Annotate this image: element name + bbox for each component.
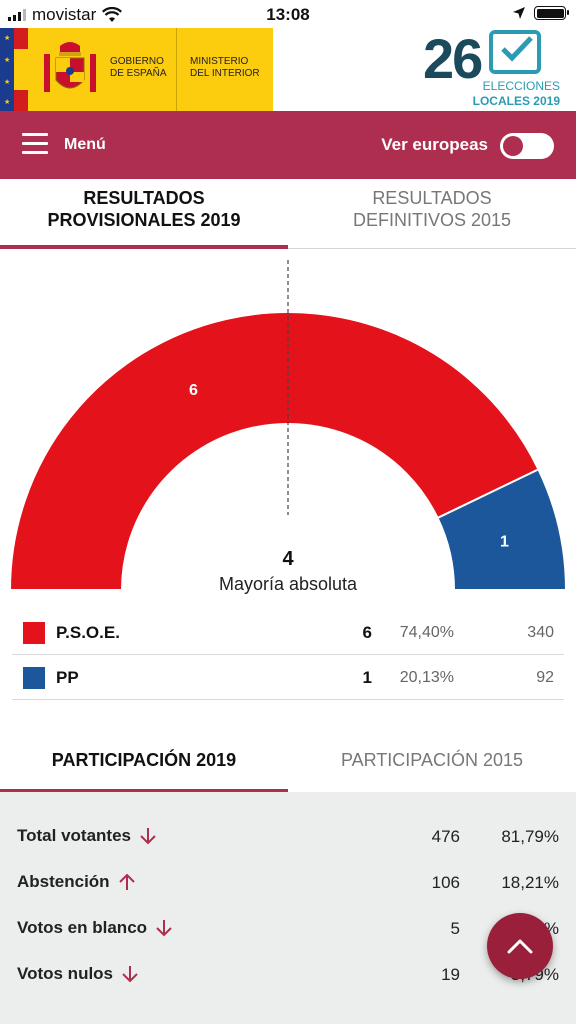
party-row-pp[interactable]: PP 1 20,13% 92	[12, 655, 564, 700]
government-text: GOBIERNO DE ESPAÑA	[110, 56, 167, 79]
participation-percent: 81,79%	[501, 827, 559, 846]
party-row-psoe[interactable]: P.S.O.E. 6 74,40% 340	[12, 610, 564, 655]
party-seats: 1	[362, 668, 372, 687]
eu-flag-icon: ★ ★ ★ ★	[0, 28, 14, 111]
arrow-up-icon	[118, 873, 135, 890]
european-toggle-label: Ver europeas	[381, 135, 488, 154]
elections-type-label: LOCALES 2019	[472, 94, 560, 108]
site-header: ★ ★ ★ ★ GOBIERNO DE ESPAÑA MINISTERIO DEL INT…	[0, 27, 576, 111]
logo-divider	[176, 28, 177, 111]
ministry-text: MINISTERIO DEL INTERIOR	[190, 56, 260, 79]
tab-participation-2019[interactable]: PARTICIPACIÓN 2019	[0, 738, 288, 793]
tab-label: RESULTADOS DEFINITIVOS 2015	[352, 188, 512, 230]
spain-flag-icon	[14, 28, 28, 111]
participation-label: Votos en blanco	[17, 918, 148, 937]
party-name: PP	[56, 668, 79, 687]
ballot-check-icon	[489, 30, 541, 74]
participation-count: 106	[431, 873, 460, 892]
tab-label: PARTICIPACIÓN 2019	[51, 750, 237, 770]
menu-bar: Menú Ver europeas	[0, 111, 576, 179]
psoe-color-swatch	[23, 622, 45, 644]
seat-count-label: 6	[189, 382, 198, 399]
elections-date-number: 26	[423, 27, 483, 90]
tab-definitive-2015[interactable]: RESULTADOS DEFINITIVOS 2015	[288, 179, 576, 248]
participation-count: 476	[431, 827, 460, 846]
tab-participation-2015[interactable]: PARTICIPACIÓN 2015	[288, 738, 576, 792]
seats-donut-svg: 61	[8, 260, 568, 591]
scroll-to-top-button[interactable]	[487, 913, 553, 979]
hamburger-menu-icon[interactable]	[22, 133, 48, 155]
arrow-down-icon	[156, 920, 172, 937]
elections-label: ELECCIONES	[482, 79, 560, 93]
status-bar: movistar 13:08	[0, 0, 576, 28]
results-tabs: RESULTADOS PROVISIONALES 2019 RESULTADOS…	[0, 179, 576, 249]
participation-percent: 18,21%	[501, 873, 559, 892]
majority-number: 4	[282, 548, 294, 570]
party-votes: 340	[527, 624, 554, 641]
participation-label: Votos nulos	[17, 964, 114, 983]
tab-label: PARTICIPACIÓN 2015	[340, 750, 524, 770]
seat-arc-psoe[interactable]	[8, 311, 540, 591]
tab-provisional-2019[interactable]: RESULTADOS PROVISIONALES 2019	[0, 179, 288, 249]
participation-panel: Total votantes 476 81,79% Abstención 106…	[0, 792, 576, 1024]
participation-tabs: PARTICIPACIÓN 2019 PARTICIPACIÓN 2015	[0, 738, 576, 793]
signal-icon	[8, 9, 26, 21]
participation-label: Total votantes	[17, 826, 131, 845]
party-results: P.S.O.E. 6 74,40% 340 PP 1 20,13% 92	[12, 610, 564, 700]
battery-icon	[534, 6, 569, 20]
government-logo[interactable]: ★ ★ ★ ★ GOBIERNO DE ESPAÑA MINISTERIO DEL INT…	[0, 28, 273, 111]
arrow-down-icon	[140, 828, 156, 845]
party-seats: 6	[362, 623, 372, 642]
toggle-knob	[503, 136, 523, 156]
arrow-down-icon	[122, 966, 138, 983]
coat-of-arms-icon	[44, 42, 96, 92]
party-percent: 74,40%	[399, 624, 454, 641]
wifi-icon	[102, 7, 123, 22]
menu-label[interactable]: Menú	[64, 136, 106, 153]
participation-count: 19	[441, 965, 460, 984]
european-toggle[interactable]	[500, 133, 554, 159]
party-percent: 20,13%	[399, 669, 454, 686]
elections-logo[interactable]: 26 ELECCIONES LOCALES 2019	[412, 27, 562, 111]
party-votes: 92	[536, 669, 554, 686]
participation-row-total: Total votantes 476 81,79%	[0, 814, 576, 860]
seat-arc-pp[interactable]	[436, 468, 568, 591]
pp-color-swatch	[23, 667, 45, 689]
chevron-up-icon	[507, 939, 533, 954]
party-name: P.S.O.E.	[56, 623, 120, 642]
carrier-name: movistar	[32, 5, 97, 24]
participation-count: 5	[450, 919, 460, 938]
seat-count-label: 1	[500, 534, 509, 551]
carrier-info: movistar	[8, 5, 123, 25]
clock: 13:08	[266, 5, 310, 24]
location-icon	[513, 7, 525, 19]
tab-label: RESULTADOS PROVISIONALES 2019	[47, 188, 241, 230]
majority-label: Mayoría absoluta	[218, 574, 358, 594]
participation-row-abstention: Abstención 106 18,21%	[0, 860, 576, 906]
participation-label: Abstención	[17, 872, 110, 891]
